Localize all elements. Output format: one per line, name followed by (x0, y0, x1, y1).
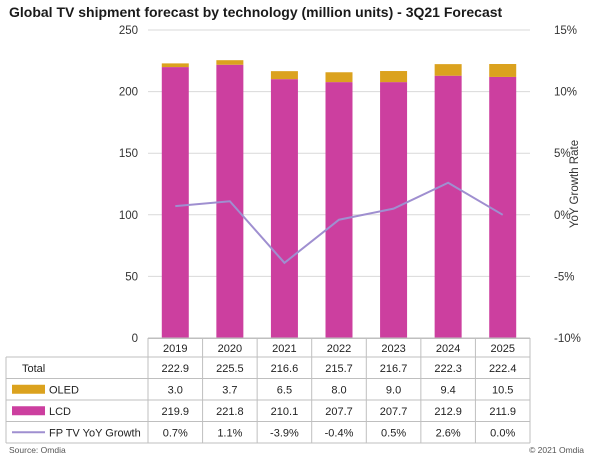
table-cell: 212.9 (434, 406, 462, 418)
table-cell: 3.0 (168, 384, 183, 396)
source-note: Source: Omdia (9, 445, 66, 455)
bar-lcd (489, 76, 517, 338)
table-cell: 3.7 (222, 384, 237, 396)
x-tick-label: 2019 (163, 343, 187, 355)
table-row-label: LCD (49, 406, 71, 418)
y-right-tick-label: 15% (554, 25, 577, 37)
table-cell: 0.5% (381, 427, 406, 439)
table-cell: 9.0 (386, 384, 401, 396)
table-cell: 10.5 (492, 384, 513, 396)
x-tick-label: 2021 (272, 343, 296, 355)
table-cell: 207.7 (325, 406, 353, 418)
legend-key-oled (12, 384, 45, 394)
y-right-tick-label: 0% (554, 210, 571, 222)
x-tick-label: 2022 (327, 343, 351, 355)
chart-title: Global TV shipment forecast by technolog… (9, 4, 503, 20)
bar-lcd (161, 67, 189, 339)
table-cell: 1.1% (217, 427, 242, 439)
table-cell: 216.6 (271, 363, 299, 375)
x-tick-label: 2024 (436, 343, 460, 355)
growth-line-path (175, 181, 504, 265)
legend-key-lcd (12, 406, 45, 416)
table-cell: 6.5 (277, 384, 292, 396)
bar-oled (489, 64, 517, 77)
y-right-tick-label: 5% (554, 148, 571, 160)
bar-lcd (434, 75, 462, 338)
table-cell: 222.9 (162, 363, 190, 375)
bar-oled (434, 64, 462, 76)
table-cell: 222.3 (434, 363, 462, 375)
y-left-tick-label: 200 (119, 87, 138, 99)
bar-oled (161, 63, 189, 68)
y-left-tick-label: 250 (119, 25, 138, 37)
copyright-note: © 2021 Omdia (529, 445, 584, 455)
bar-oled (325, 72, 353, 83)
bar-lcd (325, 82, 353, 338)
y-left-tick-label: 150 (119, 148, 138, 160)
table-row-label: Total (22, 363, 45, 375)
x-tick-label: 2025 (490, 343, 514, 355)
table-cell: -0.4% (325, 427, 354, 439)
table-cell: 0.7% (163, 427, 188, 439)
table-cell: -3.9% (270, 427, 299, 439)
table-cell: 211.9 (489, 406, 516, 418)
y-right-tick-label: 10% (554, 87, 577, 99)
bar-lcd (270, 79, 298, 338)
x-tick-label: 2020 (218, 343, 242, 355)
y-right-tick-label: -10% (554, 333, 581, 345)
table-cell: 8.0 (331, 384, 346, 396)
table-cell: 219.9 (162, 406, 190, 418)
table-row-label: OLED (49, 384, 79, 396)
table-cell: 225.5 (216, 363, 244, 375)
table-cell: 222.4 (489, 363, 517, 375)
table-cell: 210.1 (271, 406, 299, 418)
table-cell: 221.8 (216, 406, 244, 418)
y-right-tick-label: -5% (554, 271, 574, 283)
x-tick-label: 2023 (381, 343, 405, 355)
table-cell: 207.7 (380, 406, 408, 418)
bar-oled (270, 71, 298, 80)
table-cell: 216.7 (380, 363, 408, 375)
y-left-tick-label: 100 (119, 210, 138, 222)
table-cell: 0.0% (490, 427, 515, 439)
data-table: 2019 2020 2021 2022 2023 2024 2025 Total 222.9 22… (5, 338, 531, 444)
y-left-tick-label: 0 (132, 333, 138, 345)
y-right-axis-label: YoY Growth Rate (569, 140, 581, 228)
bars (161, 60, 517, 339)
growth-line (175, 181, 504, 265)
table-cell: 9.4 (440, 384, 455, 396)
bar-oled (216, 60, 244, 65)
y-left-tick-label: 50 (125, 271, 138, 283)
table-row-label: FP TV YoY Growth (49, 427, 141, 439)
bar-oled (380, 71, 408, 83)
axes: 0 50 100 150 200 250 -10% -5% 0% 5% 10% 15% YoY Grow… (119, 25, 581, 345)
table-cell: 215.7 (325, 363, 353, 375)
table-cell: 2.6% (436, 427, 461, 439)
